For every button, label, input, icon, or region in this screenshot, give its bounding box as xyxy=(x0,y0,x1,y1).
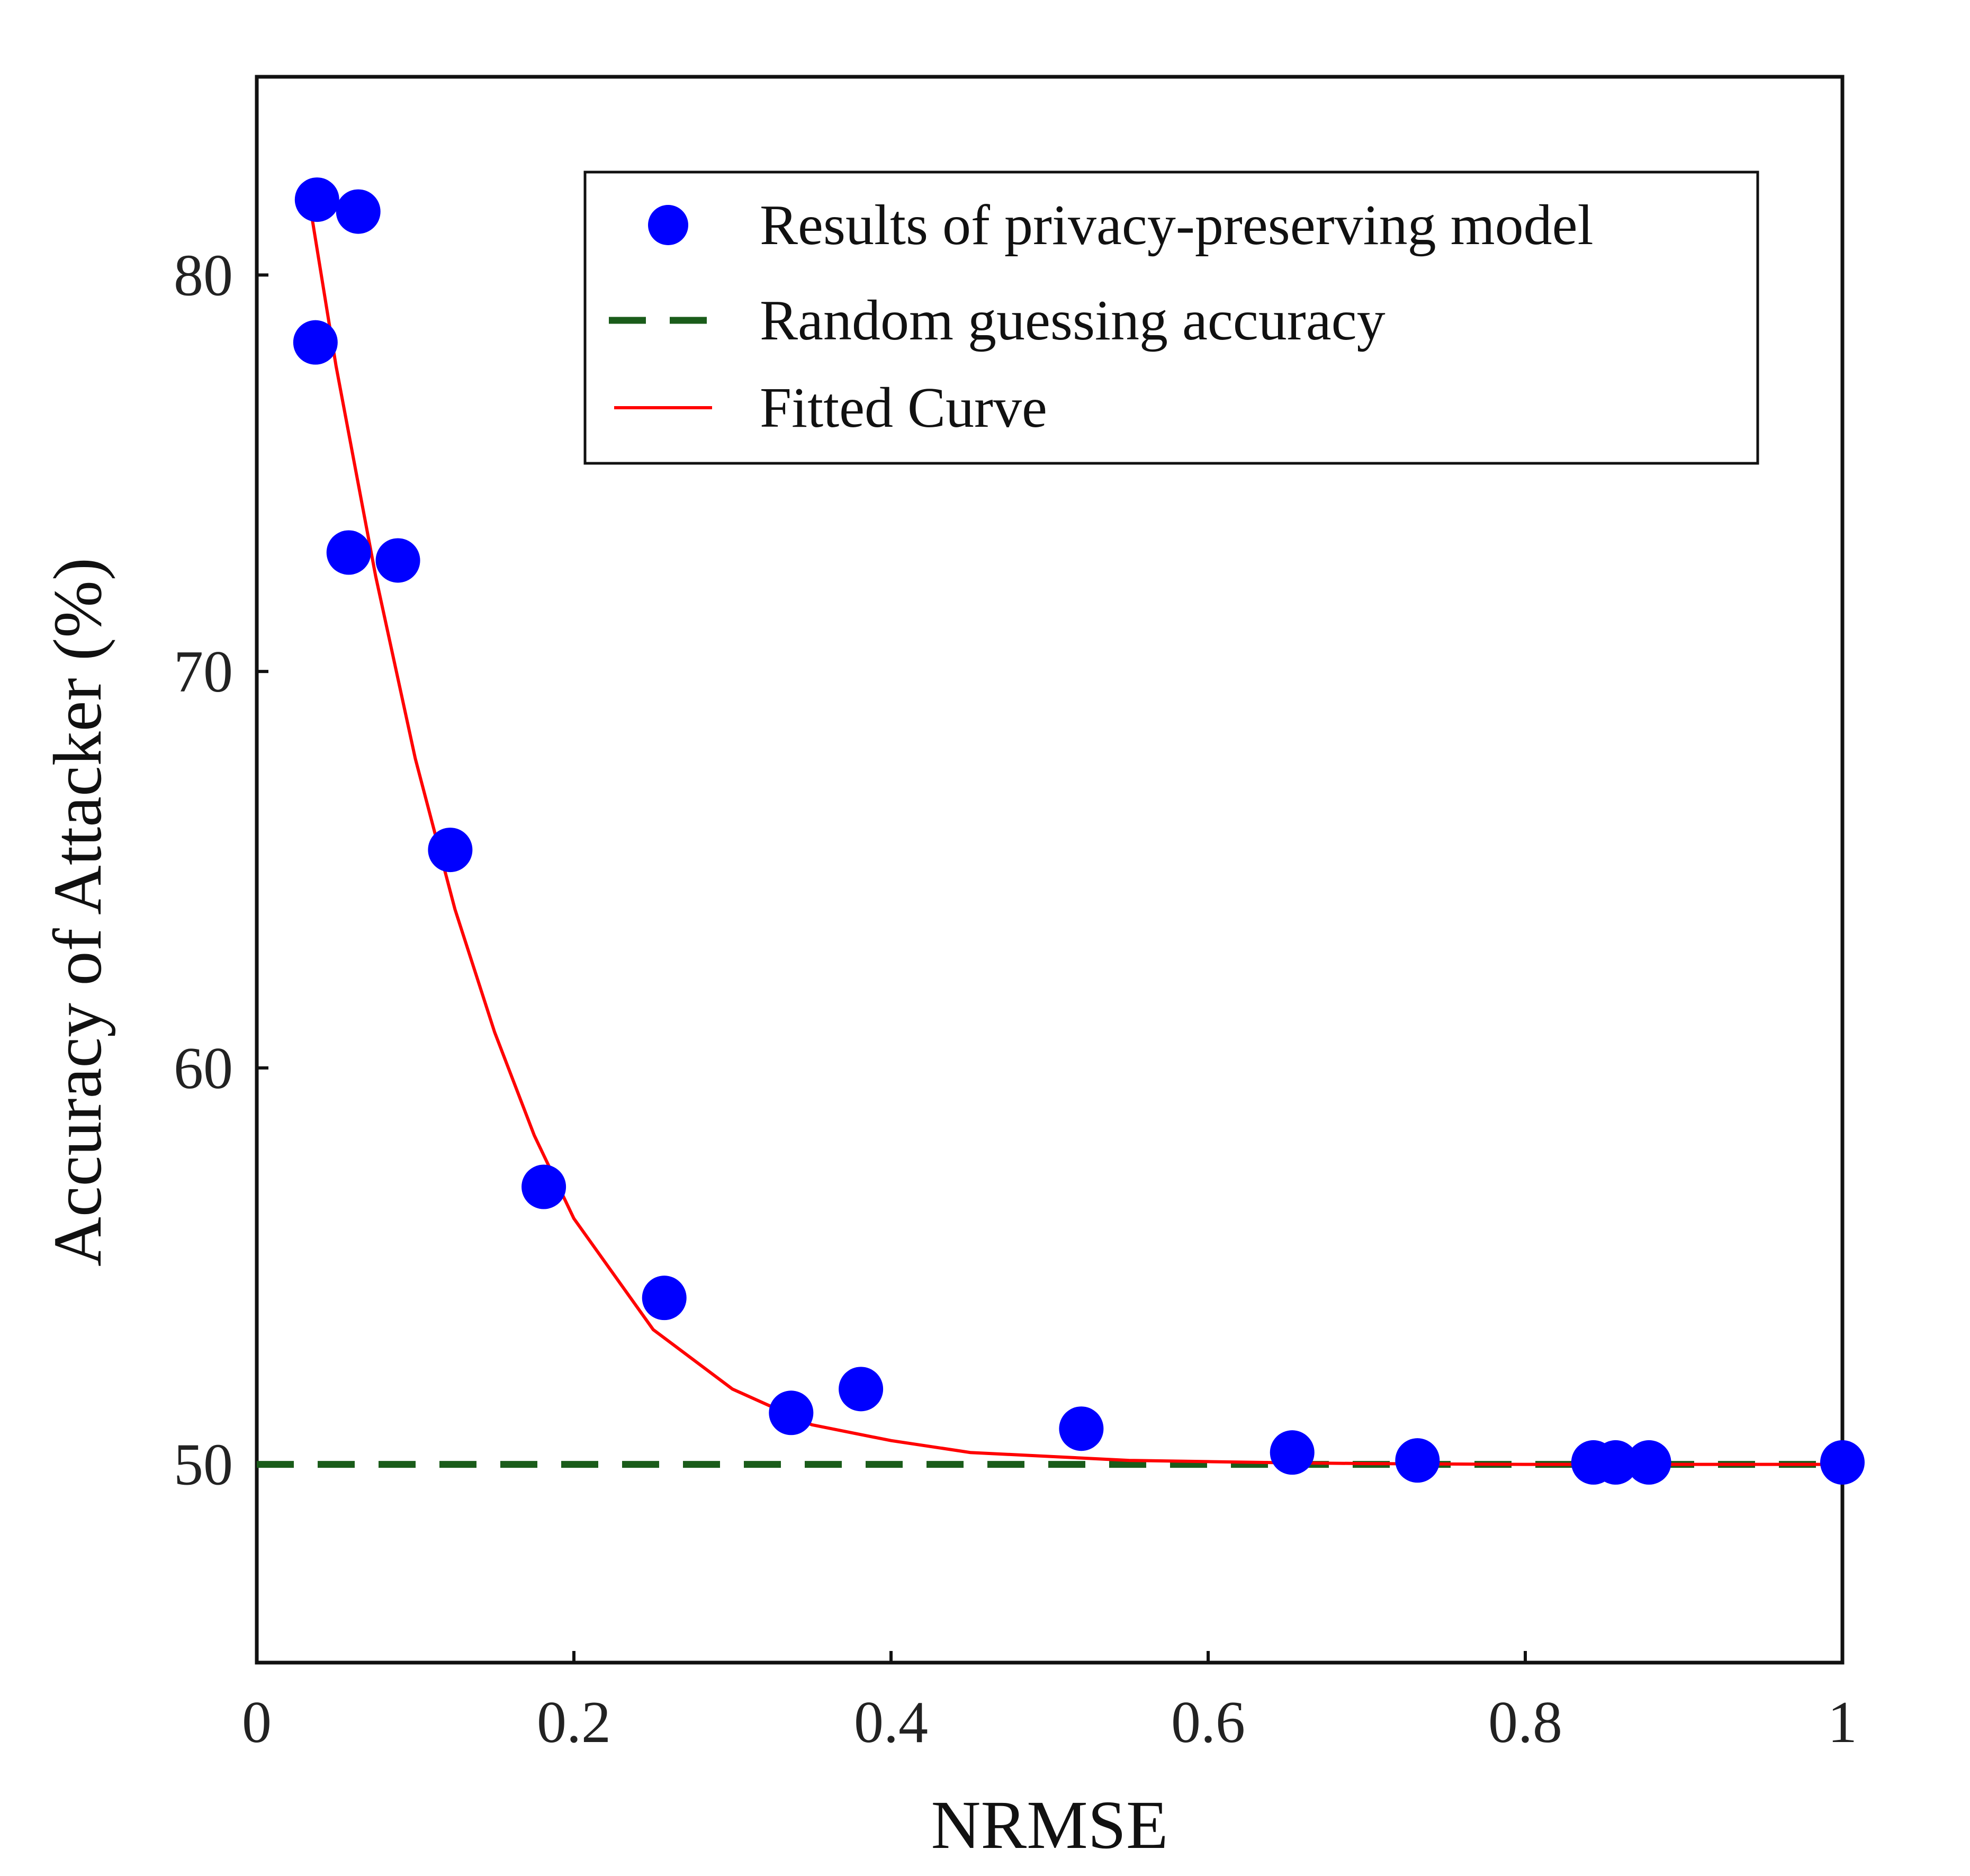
x-tick-label: 0.8 xyxy=(1488,1690,1562,1755)
fitted-curve xyxy=(307,199,1842,1466)
x-tick-label: 1 xyxy=(1828,1690,1857,1755)
legend-box xyxy=(583,170,1759,465)
legend: Results of privacy-preserving model Rando… xyxy=(583,170,1759,465)
data-point xyxy=(336,189,381,234)
legend-label-fitted-curve: Fitted Curve xyxy=(760,376,1047,439)
data-point xyxy=(839,1367,884,1412)
data-point xyxy=(294,177,339,222)
data-point xyxy=(428,828,473,873)
x-tick-label: 0.2 xyxy=(537,1690,611,1755)
y-tick-label: 80 xyxy=(174,243,233,308)
legend-label-random-guess: Random guessing accuracy xyxy=(760,289,1386,352)
x-axis-title: NRMSE xyxy=(931,1787,1168,1863)
data-point xyxy=(326,530,371,575)
series-layer xyxy=(257,177,1865,1485)
data-point xyxy=(1593,1440,1638,1485)
y-tick-label: 60 xyxy=(174,1036,233,1101)
legend-marker-scatter xyxy=(648,205,688,245)
data-point xyxy=(769,1390,814,1435)
data-point xyxy=(642,1276,687,1321)
y-tick-label: 50 xyxy=(174,1432,233,1498)
y-axis-title: Accuracy of Attacker (%) xyxy=(40,558,116,1267)
data-point xyxy=(1270,1430,1315,1475)
x-tick-label: 0 xyxy=(242,1690,272,1755)
data-point xyxy=(1626,1440,1671,1485)
x-tick-label: 0.6 xyxy=(1171,1690,1245,1755)
data-point xyxy=(1820,1440,1865,1485)
data-point xyxy=(1395,1438,1440,1483)
data-point xyxy=(521,1164,566,1209)
legend-label-results: Results of privacy-preserving model xyxy=(760,194,1594,257)
data-point xyxy=(1059,1406,1104,1451)
x-tick-label: 0.4 xyxy=(854,1690,928,1755)
plot-frame xyxy=(255,75,1845,1665)
data-point xyxy=(293,320,338,365)
y-tick-label: 70 xyxy=(174,639,233,705)
data-point xyxy=(375,538,420,583)
axes-layer: 0 0.2 0.4 0.6 0.8 1 50 60 70 80 NRMSE Accuracy of A… xyxy=(40,75,1857,1863)
